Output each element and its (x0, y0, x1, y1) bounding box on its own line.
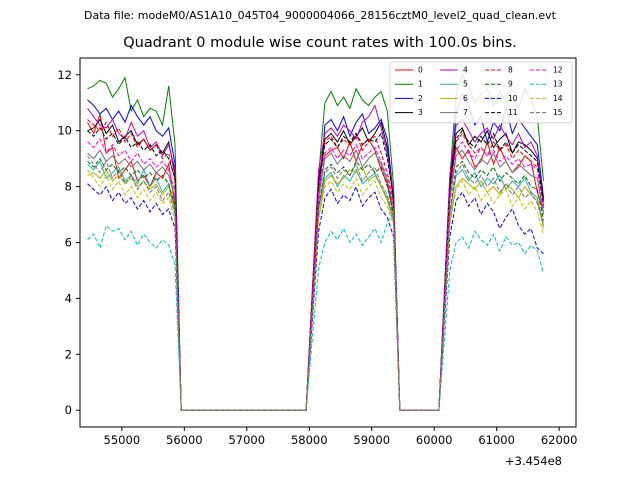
x-tick-label: 59000 (353, 433, 390, 447)
x-tick-label: 56000 (166, 433, 203, 447)
legend-label-1: 1 (418, 80, 423, 89)
legend-label-12: 12 (553, 66, 563, 75)
chart-title: Quadrant 0 module wise count rates with … (123, 35, 517, 51)
legend-label-4: 4 (463, 66, 468, 75)
series-line-7 (87, 149, 544, 411)
series-lines (87, 73, 544, 411)
legend-label-11: 11 (508, 108, 518, 117)
y-tick-label: 4 (65, 291, 72, 305)
series-line-6 (87, 166, 544, 411)
x-tick-label: 55000 (104, 433, 141, 447)
legend-label-3: 3 (418, 108, 423, 117)
y-tick-label: 10 (57, 124, 72, 138)
legend-label-6: 6 (463, 94, 468, 103)
y-tick-label: 6 (65, 236, 72, 250)
legend-label-9: 9 (508, 80, 513, 89)
legend-label-10: 10 (508, 94, 518, 103)
legend-label-5: 5 (463, 80, 468, 89)
series-line-15 (87, 155, 544, 411)
x-tick-label: 57000 (228, 433, 265, 447)
legend-label-7: 7 (463, 108, 468, 117)
legend-box (389, 61, 573, 124)
series-line-4 (87, 104, 544, 411)
legend-label-8: 8 (508, 66, 513, 75)
y-tick-label: 12 (57, 68, 72, 82)
x-tick-label: 62000 (541, 433, 578, 447)
x-tick-label: 60000 (416, 433, 453, 447)
series-line-5 (87, 160, 544, 411)
series-line-9 (87, 157, 544, 411)
x-tick-label: 61000 (478, 433, 515, 447)
y-axis: 0 2 4 6 8 10 12 (57, 68, 80, 417)
series-line-14 (87, 169, 544, 411)
series-line-8 (87, 119, 544, 411)
x-tick-label: 58000 (291, 433, 328, 447)
series-line-10 (87, 183, 544, 411)
legend-label-0: 0 (418, 66, 423, 75)
x-axis: 55000 56000 57000 58000 59000 60000 61000 62000 (104, 427, 578, 447)
x-offset-label: +3.454e8 (505, 454, 562, 468)
y-tick-label: 2 (65, 347, 72, 361)
y-tick-label: 0 (65, 403, 72, 417)
series-line-12 (87, 138, 544, 411)
y-tick-label: 8 (65, 180, 72, 194)
legend-label-14: 14 (553, 94, 563, 103)
series-line-11 (87, 126, 544, 411)
legend-label-2: 2 (418, 94, 423, 103)
legend-label-15: 15 (553, 108, 563, 117)
legend-label-13: 13 (553, 80, 563, 89)
data-file-caption: Data file: modeM0/AS1A10_045T04_90000040… (84, 9, 556, 22)
